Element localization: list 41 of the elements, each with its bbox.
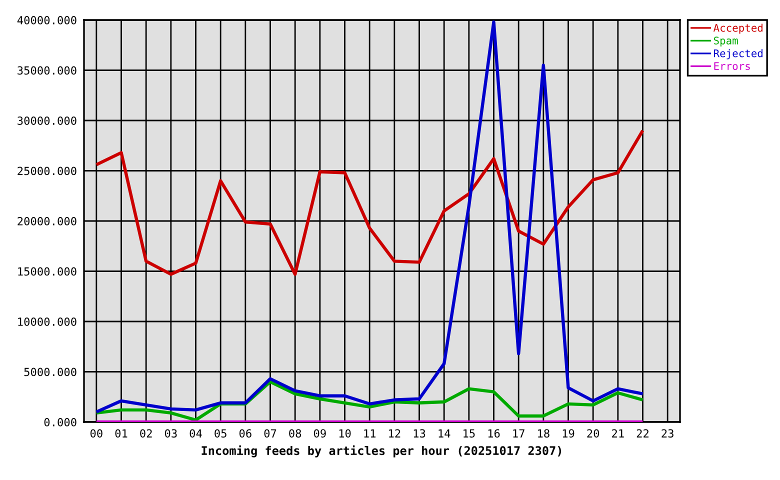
legend-label: Errors — [714, 62, 750, 70]
y-tick-label: 15000.000 — [18, 267, 76, 276]
line-series — [94, 128, 644, 276]
x-tick-label: 19 — [562, 429, 574, 438]
y-tick-label: 0.000 — [44, 418, 76, 426]
x-tick-label: 16 — [488, 429, 500, 438]
x-tick-label: 22 — [636, 429, 648, 438]
x-tick-label: 12 — [389, 429, 400, 438]
x-tick-label: 03 — [164, 429, 177, 438]
y-tick-label: 20000.000 — [18, 217, 76, 226]
x-tick-label: 05 — [214, 429, 226, 438]
x-tick-label: 02 — [140, 429, 152, 438]
x-tick-label: 20 — [587, 429, 600, 438]
y-tick-label: 35000.000 — [18, 66, 76, 75]
x-tick-label: 00 — [90, 429, 102, 438]
x-tick-label: 18 — [538, 429, 550, 438]
y-tick-label: 25000.000 — [18, 166, 76, 176]
legend-label: Spam — [714, 36, 738, 47]
x-tick-label: 01 — [115, 429, 128, 438]
x-tick-label: 09 — [314, 429, 326, 438]
x-tick-label: 04 — [190, 429, 202, 438]
x-tick-label: 21 — [612, 429, 624, 438]
legend-label: Accepted — [713, 24, 762, 34]
x-tick-label: 13 — [414, 429, 426, 438]
x-tick-label: 07 — [264, 429, 276, 438]
x-tick-label: 14 — [438, 429, 450, 438]
x-tick-label: 06 — [239, 429, 252, 438]
legend-label: Rejected — [714, 49, 762, 60]
x-axis-title: Incoming feeds by articles per hour (20251017 2307) — [202, 445, 562, 458]
x-tick-label: 17 — [513, 429, 524, 438]
y-tick-label: 30000.000 — [18, 116, 76, 125]
line-series — [94, 380, 644, 422]
x-tick-label: 15 — [464, 429, 475, 438]
x-tick-label: 10 — [339, 429, 351, 438]
x-tick-label: 08 — [289, 429, 302, 438]
y-tick-label: 5000.000 — [24, 368, 76, 376]
y-tick-label: 10000.000 — [18, 318, 76, 326]
x-tick-label: 23 — [662, 429, 674, 438]
line-series — [94, 20, 644, 414]
x-tick-label: 11 — [364, 429, 376, 438]
y-tick-label: 40000.000 — [17, 16, 76, 24]
